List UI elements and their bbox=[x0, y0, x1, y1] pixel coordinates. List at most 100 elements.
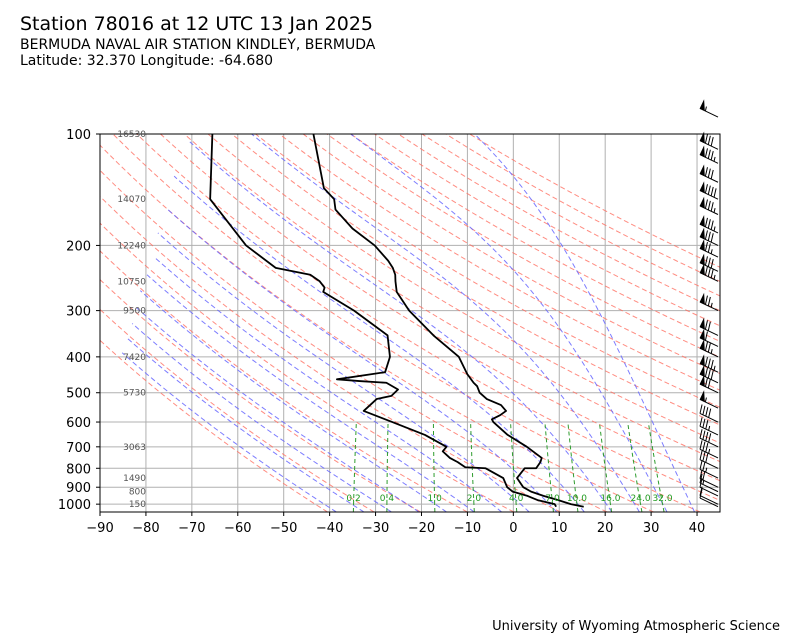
station-location: Latitude: 32.370 Longitude: -64.680 bbox=[20, 53, 274, 69]
dry-adiabat bbox=[100, 339, 328, 512]
mixing-ratio-line bbox=[544, 421, 554, 512]
moist-adiabat bbox=[157, 232, 530, 512]
dry-adiabat bbox=[397, 134, 720, 312]
wind-barb bbox=[699, 145, 719, 164]
wind-barb bbox=[699, 390, 719, 409]
mixing-ratio-line bbox=[386, 422, 389, 512]
y-tick-label: 600 bbox=[66, 416, 91, 431]
height-label: 3063 bbox=[123, 443, 146, 453]
x-tick-label: 30 bbox=[643, 521, 660, 536]
wind-barb bbox=[699, 215, 719, 234]
mixing-ratio-line bbox=[567, 421, 579, 512]
y-tick-label: 700 bbox=[66, 441, 91, 456]
mixing-ratio-line bbox=[627, 421, 643, 512]
y-tick-label: 100 bbox=[66, 128, 91, 143]
moist-adiabat bbox=[136, 307, 420, 512]
mixing-ratio-line bbox=[432, 422, 436, 512]
dry-adiabat bbox=[183, 134, 720, 463]
temperature-line bbox=[312, 134, 584, 508]
mixing-ratio-label: 16.0 bbox=[600, 494, 620, 504]
x-tick-label: −60 bbox=[224, 521, 251, 536]
wind-barbs bbox=[699, 99, 719, 508]
wind-barb bbox=[699, 404, 719, 423]
height-label: 800 bbox=[129, 488, 146, 498]
wind-barb bbox=[699, 131, 719, 150]
wind-barb bbox=[699, 253, 719, 272]
x-tick-label: −90 bbox=[86, 521, 113, 536]
mixing-ratio-line bbox=[510, 422, 518, 512]
station-name: BERMUDA NAVAL AIR STATION KINDLEY, BERMU… bbox=[20, 37, 376, 53]
y-tick-label: 300 bbox=[66, 305, 91, 320]
moist-adiabat bbox=[121, 352, 337, 512]
wind-barb bbox=[699, 227, 719, 246]
dry-adiabat bbox=[445, 134, 720, 282]
dry-adiabat bbox=[302, 134, 720, 375]
x-tick-label: −80 bbox=[132, 521, 159, 536]
x-tick-label: 20 bbox=[597, 521, 614, 536]
sounding-lines bbox=[209, 134, 584, 508]
y-tick-label: 400 bbox=[66, 351, 91, 366]
dry-adiabat bbox=[100, 195, 561, 512]
x-tick-label: 0 bbox=[509, 521, 517, 536]
dry-adiabat bbox=[100, 169, 608, 512]
mixing-ratio-line bbox=[647, 421, 665, 512]
height-label: 1490 bbox=[123, 474, 146, 484]
height-label: 16530 bbox=[117, 130, 146, 140]
mixing-ratio-label: 7.0 bbox=[545, 494, 560, 504]
height-label: 10750 bbox=[117, 277, 146, 287]
wind-barb bbox=[699, 354, 719, 373]
y-tick-label: 200 bbox=[66, 239, 91, 254]
wind-barb bbox=[699, 196, 719, 215]
height-label: 14070 bbox=[117, 195, 146, 205]
mixing-ratio-labels: 0.2 0.4 1.0 2.0 4.0 7.0 10.0 16.0 24.0 32.0 bbox=[346, 494, 672, 504]
dry-adiabat bbox=[255, 134, 720, 408]
y-tick-label: 800 bbox=[66, 462, 91, 477]
x-tick-label: −40 bbox=[316, 521, 343, 536]
dry-adiabat bbox=[326, 134, 720, 358]
moist-adiabat bbox=[126, 337, 365, 512]
wind-barb bbox=[699, 440, 719, 459]
height-label: 12240 bbox=[117, 241, 146, 251]
moist-adiabat bbox=[350, 134, 668, 512]
dry-adiabat bbox=[279, 134, 720, 391]
chart-title: Station 78016 at 12 UTC 13 Jan 2025 bbox=[20, 13, 374, 35]
moist-adiabat bbox=[251, 134, 640, 512]
dewpoint-line bbox=[209, 134, 557, 508]
wind-barb bbox=[699, 364, 719, 384]
height-label: 5730 bbox=[123, 389, 146, 399]
wind-barb bbox=[699, 469, 719, 488]
moist-adiabat bbox=[139, 290, 447, 512]
dry-adiabat bbox=[160, 134, 720, 482]
mixing-ratio-label: 4.0 bbox=[509, 494, 524, 504]
mixing-ratio-label: 1.0 bbox=[428, 494, 443, 504]
mixing-ratio-label: 2.0 bbox=[467, 494, 482, 504]
wind-barb bbox=[699, 450, 719, 469]
dry-adiabat bbox=[100, 278, 421, 512]
wind-barb bbox=[699, 317, 719, 336]
y-tick-label: 900 bbox=[66, 481, 91, 496]
height-label: 150 bbox=[129, 500, 146, 510]
x-tick-label: −20 bbox=[408, 521, 435, 536]
wind-barb bbox=[699, 460, 719, 479]
x-tick-label: 40 bbox=[689, 521, 706, 536]
credit-text: University of Wyoming Atmospheric Scienc… bbox=[492, 619, 780, 634]
dry-adiabat bbox=[374, 134, 720, 327]
wind-barb bbox=[699, 239, 719, 258]
y-tick-label: 500 bbox=[66, 387, 91, 402]
dry-adiabat bbox=[100, 250, 468, 512]
moist-adiabat bbox=[189, 141, 613, 512]
x-tick-label: 10 bbox=[551, 521, 568, 536]
mixing-ratio-line bbox=[598, 421, 613, 512]
wind-barb bbox=[699, 374, 719, 394]
mixing-ratio-label: 10.0 bbox=[567, 494, 587, 504]
x-tick-label: −50 bbox=[270, 521, 297, 536]
moist-adiabat bbox=[167, 209, 558, 512]
dry-adiabat bbox=[100, 222, 515, 512]
y-tick-label: 1000 bbox=[58, 498, 91, 513]
wind-barb bbox=[699, 338, 719, 358]
moist-adiabat bbox=[153, 256, 502, 512]
wind-barb bbox=[699, 417, 719, 436]
moist-adiabat bbox=[173, 175, 585, 512]
